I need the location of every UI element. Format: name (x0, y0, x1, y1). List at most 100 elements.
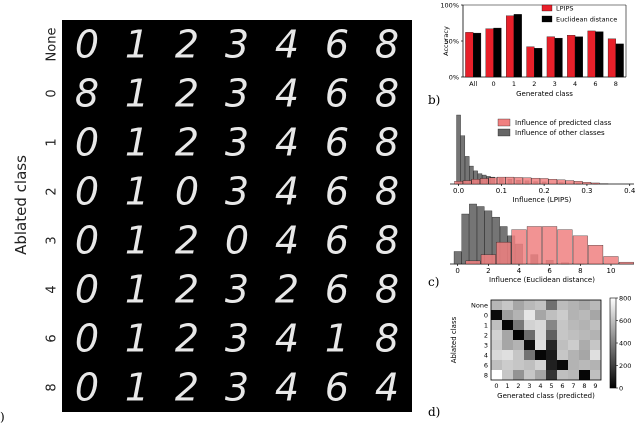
bar-euclidean (494, 28, 502, 77)
predicted-class-bin (497, 177, 505, 184)
heatmap-cell (524, 330, 535, 340)
heatmap-cell (568, 330, 579, 340)
heatmap-cell (546, 310, 557, 320)
x-tick-label: 1 (505, 382, 509, 390)
x-axis-label: Influence (Euclidean distance) (489, 276, 595, 284)
generated-digit: 8 (375, 170, 399, 214)
heatmap-cell (513, 320, 524, 330)
heatmap-cell (491, 360, 502, 370)
other-class-bin (462, 214, 469, 264)
heatmap-cell (502, 310, 513, 320)
ablated-row-label: 6 (45, 334, 60, 342)
heatmap-cell (535, 340, 546, 350)
x-tick-label: 3 (553, 80, 557, 88)
heatmap-cell (513, 350, 524, 360)
heatmap-cell (590, 350, 601, 360)
generated-digit: 4 (275, 366, 299, 410)
x-tick-label: 6 (593, 80, 597, 88)
heatmap-cell (568, 360, 579, 370)
colorbar-tick-label: 0 (619, 385, 623, 393)
heatmap-cell (535, 370, 546, 380)
y-tick-label: 1 (484, 322, 488, 330)
generated-digit: 6 (325, 72, 349, 116)
heatmap-cell (502, 330, 513, 340)
bar-euclidean (514, 14, 522, 77)
generated-digit: 0 (75, 268, 99, 312)
ablated-row-label: 1 (45, 138, 60, 146)
generated-digit: 0 (75, 317, 99, 361)
heatmap-cell (502, 370, 513, 380)
x-tick-label: 0.1 (496, 187, 507, 195)
heatmap-cell (590, 310, 601, 320)
x-tick-label: 0.3 (581, 187, 592, 195)
heatmap-cell (524, 310, 535, 320)
predicted-class-bin (506, 177, 514, 184)
other-class-bin (465, 156, 469, 184)
heatmap-cell (557, 320, 568, 330)
other-class-bin (461, 136, 465, 184)
heatmap-cell (535, 310, 546, 320)
bar-lpips (465, 32, 473, 77)
heatmap-cell (546, 330, 557, 340)
heatmap-cell (590, 300, 601, 310)
x-tick-label: 6 (547, 267, 552, 275)
heatmap-cell (557, 300, 568, 310)
x-tick-label: 0.0 (453, 187, 464, 195)
heatmap-cell (524, 350, 535, 360)
heatmap-cell (502, 350, 513, 360)
x-tick-label: 7 (571, 382, 575, 390)
y-tick-label: 3 (484, 342, 488, 350)
generated-digit: 1 (125, 72, 149, 116)
heatmap-cell (535, 300, 546, 310)
predicted-class-bin (542, 227, 557, 265)
predicted-class-bin (558, 230, 573, 264)
heatmap-cell (579, 360, 590, 370)
legend-swatch (542, 16, 552, 22)
colorbar-tick-label: 800 (619, 295, 631, 303)
heatmap-cell (513, 310, 524, 320)
ablated-row-label: None (45, 28, 60, 62)
heatmap-cell (568, 310, 579, 320)
x-axis-label: Generated class (516, 90, 573, 98)
other-class-bin (454, 252, 461, 265)
heatmap-cell (557, 360, 568, 370)
heatmap-cell (579, 340, 590, 350)
bar-lpips (506, 16, 514, 77)
predicted-class-bin (480, 178, 488, 184)
generated-digit: 3 (225, 170, 249, 214)
predicted-class-bin (463, 181, 471, 184)
generated-digit: 4 (275, 170, 299, 214)
heatmap-cell (513, 340, 524, 350)
x-tick-label: 5 (549, 382, 553, 390)
x-tick-label: 2 (516, 382, 520, 390)
heatmap-cell (579, 300, 590, 310)
heatmap-cell (513, 370, 524, 380)
heatmap-cell (557, 350, 568, 360)
generated-digit: 2 (175, 317, 199, 361)
generated-digit: 3 (225, 317, 249, 361)
heatmap-cell (579, 350, 590, 360)
x-tick-label: 1 (512, 80, 516, 88)
heatmap-cell (568, 300, 579, 310)
heatmap-cell (590, 360, 601, 370)
generated-digit: 2 (175, 219, 199, 263)
panel-c-marker: c) (428, 275, 439, 289)
heatmap-cell (546, 350, 557, 360)
colorbar (610, 298, 616, 388)
heatmap-cell (546, 300, 557, 310)
bar-lpips (527, 47, 535, 77)
ablated-row-label: 3 (45, 236, 60, 244)
heatmap-cell (491, 310, 502, 320)
heatmap-cell (568, 370, 579, 380)
heatmap-cell (524, 340, 535, 350)
predicted-class-bin (527, 227, 542, 265)
heatmap-cell (557, 330, 568, 340)
x-tick-label: 6 (560, 382, 564, 390)
generated-digit: 1 (125, 23, 149, 67)
generated-digit: 3 (225, 23, 249, 67)
ablated-row-label: 8 (45, 383, 60, 391)
x-tick-label: 2 (532, 80, 536, 88)
legend-swatch (498, 129, 510, 136)
generated-digit: 2 (175, 23, 199, 67)
